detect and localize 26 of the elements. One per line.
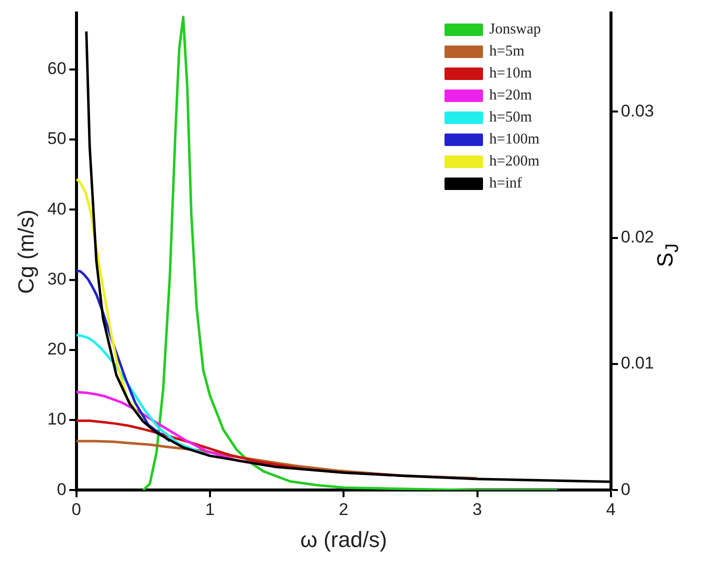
y2-tick-label: 0.01	[620, 354, 654, 373]
x-tick-label: 1	[205, 500, 215, 520]
legend-label: h=inf	[489, 176, 522, 192]
x-axis-title: ω (rad/s)	[300, 526, 388, 552]
legend-label: h=5m	[489, 44, 525, 60]
x-tick-label: 0	[72, 500, 82, 520]
y2-tick-label: 0.02	[620, 228, 654, 247]
legend-label: h=10m	[489, 66, 532, 82]
y-tick-label: 50	[47, 129, 66, 148]
y-tick-label: 60	[47, 59, 66, 78]
x-tick-label: 3	[472, 500, 482, 520]
y-tick-label: 10	[47, 410, 66, 429]
legend-label: h=100m	[489, 132, 540, 148]
y-axis-title: Cg (m/s)	[13, 210, 38, 294]
legend-label: h=50m	[489, 110, 532, 126]
legend-label: h=200m	[489, 154, 540, 170]
y-tick-label: 0	[56, 480, 66, 499]
y2-tick-label: 0.03	[620, 101, 654, 120]
legend-label: h=20m	[489, 88, 532, 104]
y-tick-label: 40	[47, 199, 66, 218]
y-tick-label: 20	[47, 340, 66, 359]
y2-tick-label: 0	[620, 480, 630, 499]
y-tick-label: 30	[47, 269, 66, 288]
x-tick-label: 2	[338, 500, 348, 520]
legend-label: Jonswap	[489, 22, 541, 38]
x-tick-label: 4	[606, 500, 616, 520]
